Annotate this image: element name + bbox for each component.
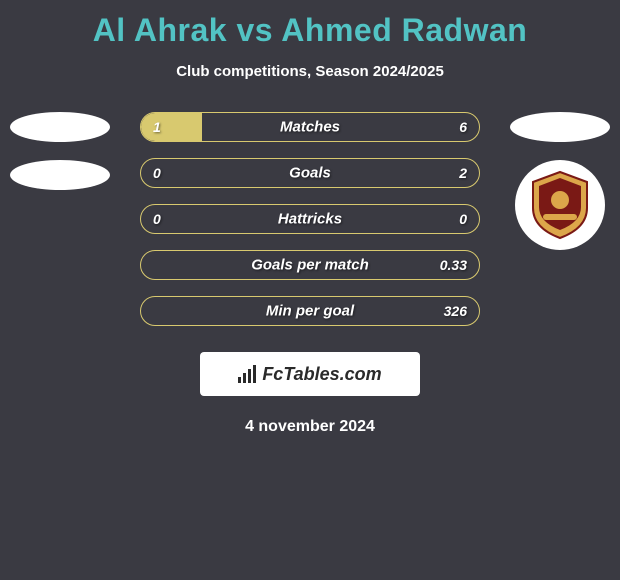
stat-value-left: 0	[153, 165, 161, 181]
stat-value-right: 0	[459, 211, 467, 227]
stat-bars: Matches16Goals02Hattricks00Goals per mat…	[140, 112, 480, 326]
stat-row: Min per goal326	[140, 296, 480, 326]
left-badge-column	[10, 112, 110, 190]
stat-row: Goals0 2	[140, 158, 480, 188]
bar-fill-left	[141, 113, 202, 141]
stat-value-right: 2	[459, 165, 467, 181]
stat-label: Min per goal	[141, 303, 479, 320]
footer-brand: FcTables.com	[200, 352, 420, 396]
stat-value-right: 326	[444, 303, 467, 319]
stat-row: Matches16	[140, 112, 480, 142]
page-title: Al Ahrak vs Ahmed Radwan	[0, 0, 620, 49]
club-slot-ellipse	[10, 160, 110, 190]
player-slot-ellipse	[10, 112, 110, 142]
stat-row: Hattricks0 0	[140, 204, 480, 234]
stat-value-right: 6	[459, 119, 467, 135]
stats-area: Matches16Goals02Hattricks00Goals per mat…	[0, 112, 620, 326]
subtitle: Club competitions, Season 2024/2025	[0, 63, 620, 80]
stat-value-right: 0.33	[440, 257, 467, 273]
stat-label: Goals	[141, 165, 479, 182]
stat-row: Goals per match0.33	[140, 250, 480, 280]
shield-icon	[529, 170, 591, 240]
stat-value-left: 0	[153, 211, 161, 227]
date-text: 4 november 2024	[0, 418, 620, 436]
club-logo	[515, 160, 605, 250]
stat-label: Hattricks	[141, 211, 479, 228]
footer-brand-text: FcTables.com	[262, 364, 381, 385]
player-slot-ellipse	[510, 112, 610, 142]
bar-chart-icon	[238, 365, 256, 383]
stat-label: Goals per match	[141, 257, 479, 274]
right-badge-column	[510, 112, 610, 250]
